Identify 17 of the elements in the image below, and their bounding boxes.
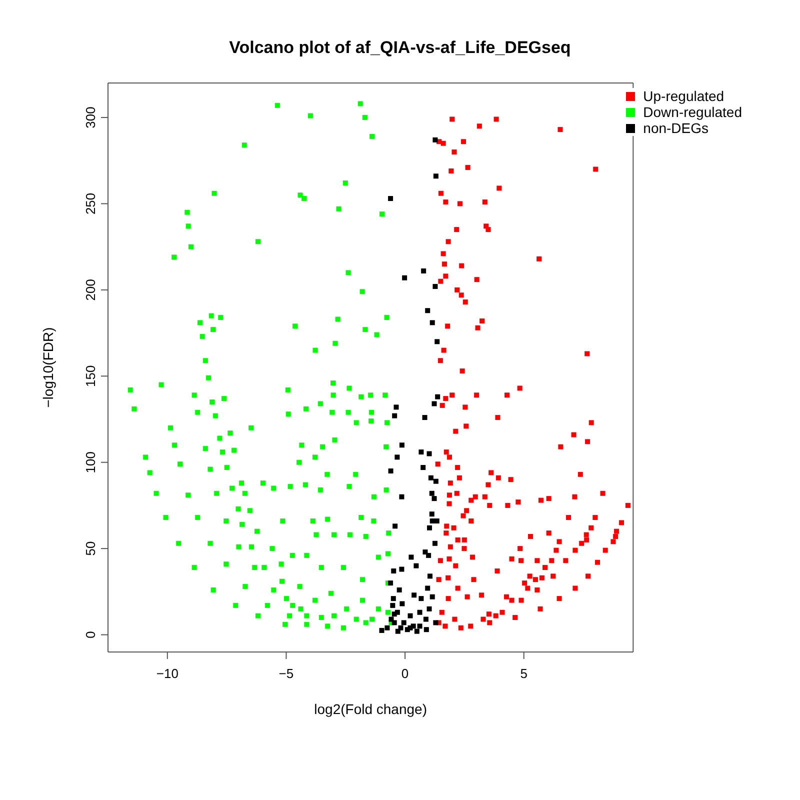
legend-label: Up-regulated xyxy=(643,88,724,104)
y-tick-label: 200 xyxy=(83,279,98,301)
x-tick-label: −10 xyxy=(156,666,178,682)
y-tick-label: 50 xyxy=(83,541,98,556)
y-tick-label: 100 xyxy=(83,451,98,474)
x-tick-label: −5 xyxy=(278,666,294,682)
y-tick-label: 300 xyxy=(83,106,98,128)
y-axis-title: −log10(FDR) xyxy=(40,327,56,408)
y-tick-label: 0 xyxy=(83,631,98,638)
x-tick-label: 0 xyxy=(401,666,409,682)
legend-label: Down-regulated xyxy=(643,104,742,120)
y-tick-label: 250 xyxy=(83,192,98,215)
x-axis-title: log2(Fold change) xyxy=(314,701,428,717)
chart-title: Volcano plot of af_QIA-vs-af_Life_DEGseq xyxy=(228,38,572,58)
x-tick-label: 5 xyxy=(520,666,528,682)
y-tick-label: 150 xyxy=(83,365,98,387)
legend-label: non-DEGs xyxy=(643,120,709,136)
